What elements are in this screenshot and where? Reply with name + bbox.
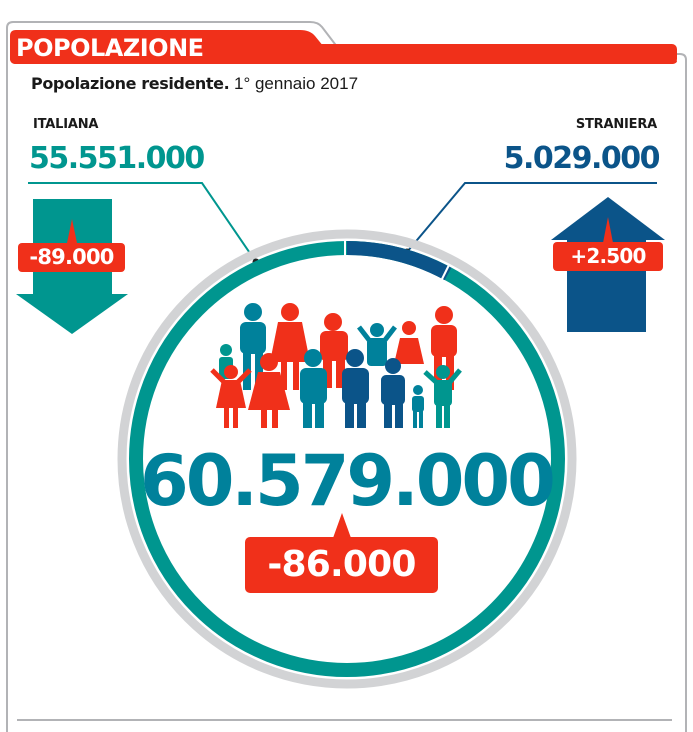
subtitle-date: 1° gennaio 2017 — [229, 74, 359, 93]
subtitle: Popolazione residente. 1° gennaio 2017 — [31, 74, 358, 94]
italiana-change-badge: -89.000 — [18, 243, 125, 272]
people-group-icon — [210, 303, 462, 428]
italiana-label: ITALIANA — [33, 117, 99, 132]
straniera-label: STRANIERA — [575, 117, 657, 132]
section-title: POPOLAZIONE — [16, 34, 204, 62]
total-change-badge: -86.000 — [245, 537, 438, 593]
straniera-value: 5.029.000 — [503, 141, 661, 176]
total-population: 60.579.000 — [140, 440, 556, 522]
italiana-value: 55.551.000 — [29, 141, 205, 176]
straniera-change-badge: +2.500 — [553, 242, 663, 271]
subtitle-bold: Popolazione residente. — [31, 74, 230, 93]
